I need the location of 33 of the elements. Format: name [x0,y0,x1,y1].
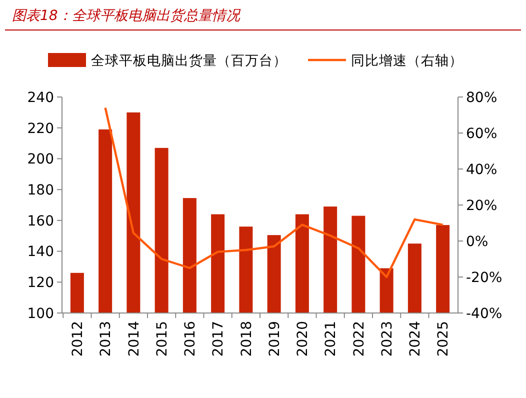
x-tick-label: 2024 [408,320,424,357]
x-tick-label: 2015 [154,321,170,357]
x-tick-label: 2025 [436,321,452,357]
x-tick-label: 2020 [295,321,312,357]
x-tick-label: 2014 [126,320,142,357]
x-tick-label: 2012 [70,321,86,357]
x-tick-label: 2022 [351,321,368,357]
y2-tick-label: 0% [466,234,488,250]
y2-tick-label: -20% [466,270,502,286]
y-tick-label: 220 [27,120,54,137]
x-tick-label: 2019 [266,321,283,357]
x-tick-label: 2016 [182,320,199,357]
y-tick-label: 120 [27,275,54,292]
y-tick-label: 140 [27,244,54,260]
x-tick-label: 2021 [323,321,340,357]
legend-label: 同比增速（右轴） [351,53,463,69]
y2-tick-label: 80% [466,90,498,106]
x-tick-label: 2017 [210,321,227,357]
legend-label: 全球平板电脑出货量（百万台） [91,53,287,69]
y2-tick-label: 40% [466,162,498,178]
line-series [104,106,444,278]
chart-title: 图表18：全球平板电脑出货总量情况 [12,8,241,24]
y2-tick-label: 60% [466,126,498,142]
y-tick-label: 160 [27,213,54,230]
x-tick-label: 2013 [98,321,114,357]
y-tick-label: 240 [27,90,54,106]
y-tick-label: 200 [27,152,54,168]
y-tick-label: 100 [27,306,54,322]
y2-tick-label: 20% [466,198,498,214]
x-tick-label: 2023 [379,321,396,357]
y2-tick-label: -40% [466,306,502,322]
y-tick-label: 180 [27,182,54,198]
x-tick-label: 2018 [238,321,255,357]
